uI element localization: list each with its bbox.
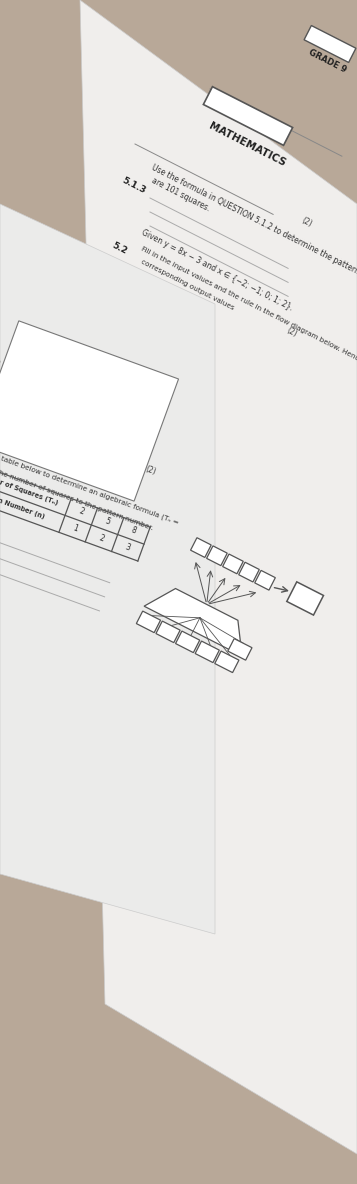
Text: 2: 2 bbox=[98, 533, 105, 543]
Polygon shape bbox=[215, 651, 239, 673]
Polygon shape bbox=[156, 622, 180, 643]
Polygon shape bbox=[144, 588, 242, 656]
Text: Pattern Number (n): Pattern Number (n) bbox=[0, 490, 45, 520]
Text: are 101 squares.: are 101 squares. bbox=[150, 176, 211, 213]
Text: a sketch showing how the: a sketch showing how the bbox=[0, 359, 85, 395]
Polygon shape bbox=[176, 631, 200, 652]
Polygon shape bbox=[195, 641, 219, 663]
Polygon shape bbox=[0, 321, 178, 501]
Polygon shape bbox=[0, 204, 215, 934]
Polygon shape bbox=[255, 571, 275, 590]
Text: 3: 3 bbox=[124, 542, 132, 553]
Text: 5: 5 bbox=[104, 516, 111, 527]
Text: (2): (2) bbox=[144, 464, 157, 477]
Text: relating the number of squares to the pattern number.: relating the number of squares to the pa… bbox=[0, 458, 154, 530]
Text: GRADE 9: GRADE 9 bbox=[307, 49, 348, 75]
Polygon shape bbox=[223, 554, 243, 574]
Text: Use the formula in QUESTION 5.1.2 to determine the pattern number if there: Use the formula in QUESTION 5.1.2 to det… bbox=[150, 163, 357, 304]
Polygon shape bbox=[136, 611, 161, 632]
Text: Fill in the input values and the rule in the flow diagram below. Hence, determin: Fill in the input values and the rule in… bbox=[140, 245, 357, 390]
Polygon shape bbox=[287, 581, 323, 614]
Text: corresponding output values: corresponding output values bbox=[140, 258, 235, 311]
Text: 1: 1 bbox=[71, 523, 79, 534]
Text: 5.2: 5.2 bbox=[110, 242, 128, 256]
Polygon shape bbox=[207, 546, 227, 566]
Text: 8: 8 bbox=[130, 526, 138, 536]
Text: 5.1.3: 5.1.3 bbox=[120, 176, 147, 195]
Polygon shape bbox=[80, 0, 357, 1154]
Polygon shape bbox=[304, 26, 356, 63]
Text: MATHEMATICS: MATHEMATICS bbox=[207, 121, 287, 168]
Text: Given y = 8x − 3 and x ∈ {−2; −1; 0; 1; 2}.: Given y = 8x − 3 and x ∈ {−2; −1; 0; 1; … bbox=[140, 229, 295, 313]
Polygon shape bbox=[228, 638, 252, 661]
Polygon shape bbox=[203, 86, 293, 146]
Text: Number of Squares (Tₙ): Number of Squares (Tₙ) bbox=[0, 470, 59, 506]
Text: (2): (2) bbox=[300, 215, 314, 229]
Text: 2: 2 bbox=[77, 507, 85, 516]
Polygon shape bbox=[239, 562, 259, 583]
Text: (2): (2) bbox=[285, 326, 299, 339]
Polygon shape bbox=[191, 538, 211, 558]
Text: Use the table below to determine an algebraic formula (Tₙ =: Use the table below to determine an alge… bbox=[0, 444, 179, 526]
